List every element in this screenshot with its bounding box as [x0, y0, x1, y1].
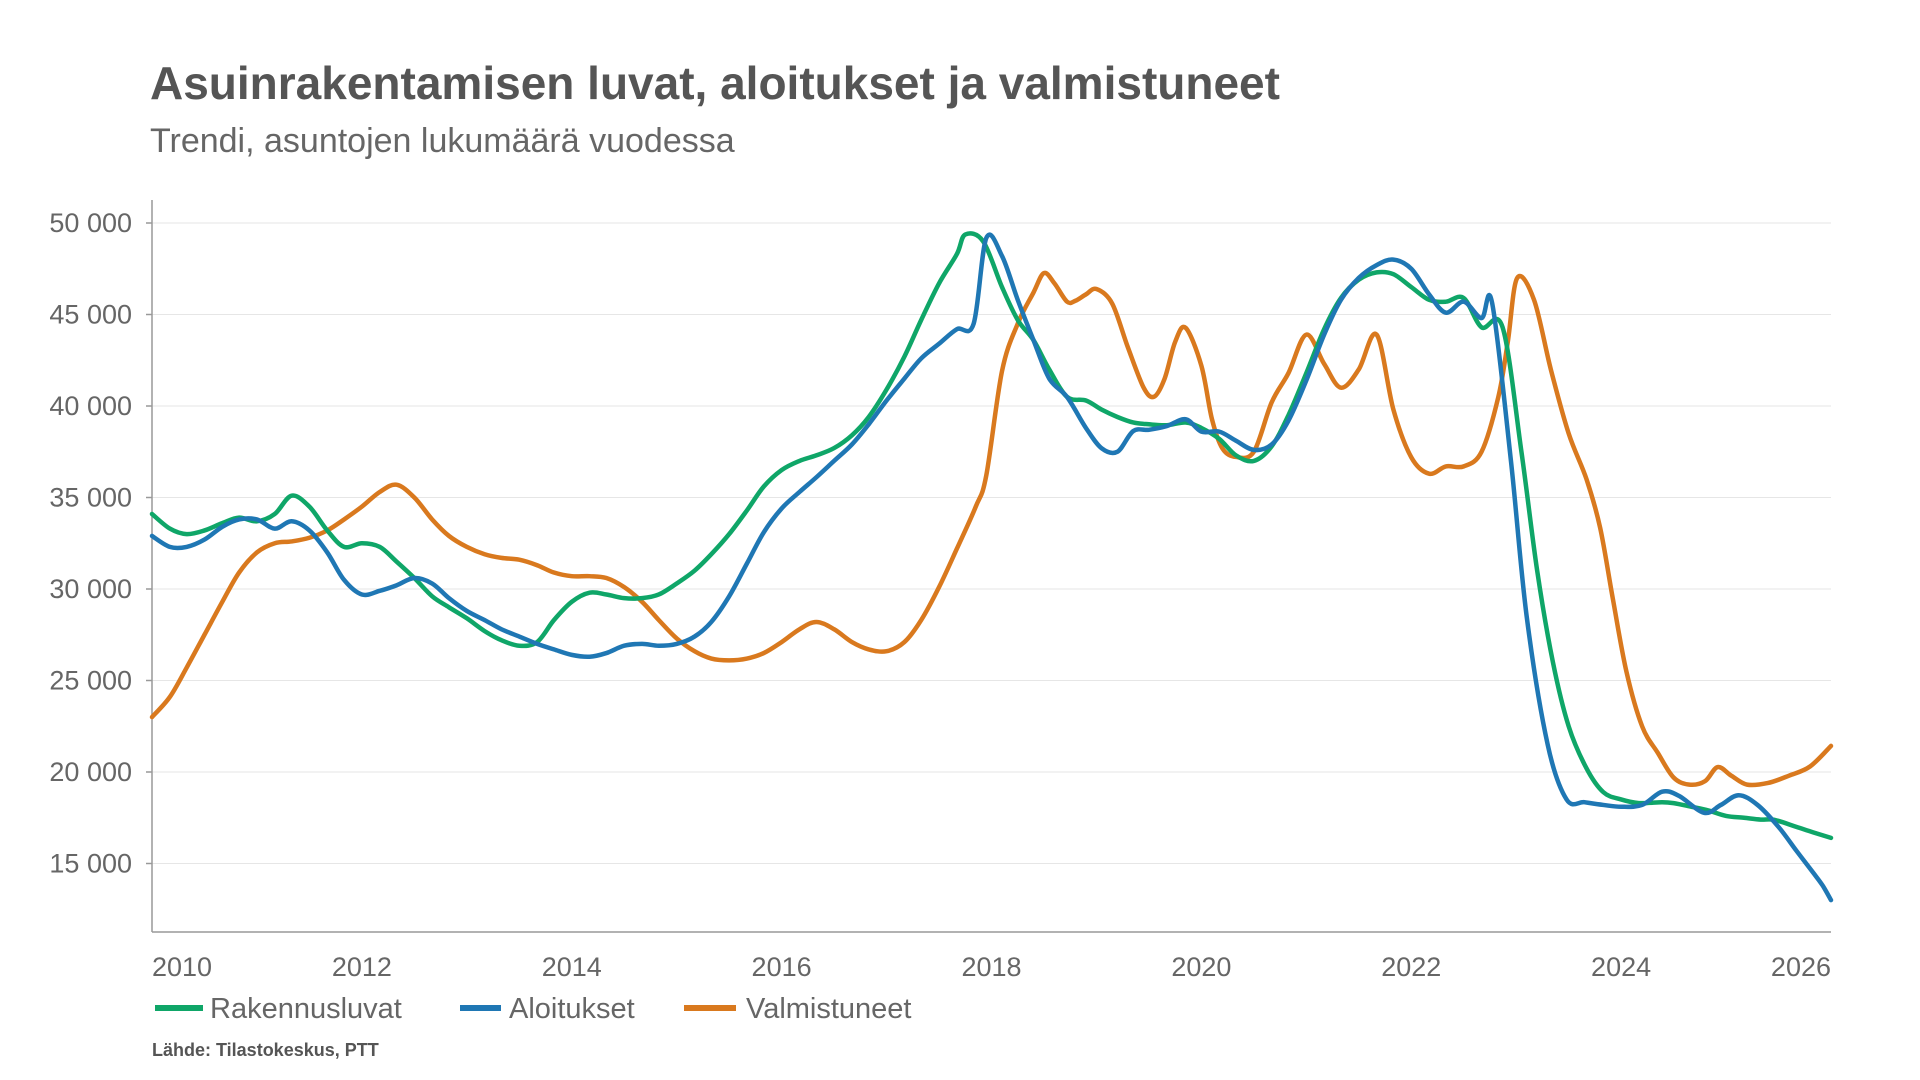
svg-text:25 000: 25 000	[49, 666, 132, 696]
svg-text:2022: 2022	[1381, 952, 1441, 982]
svg-text:45 000: 45 000	[49, 300, 132, 330]
svg-text:2016: 2016	[752, 952, 812, 982]
svg-text:2020: 2020	[1171, 952, 1231, 982]
svg-text:2024: 2024	[1591, 952, 1651, 982]
svg-text:2014: 2014	[542, 952, 602, 982]
svg-text:30 000: 30 000	[49, 574, 132, 604]
svg-text:15 000: 15 000	[49, 849, 132, 879]
svg-text:2018: 2018	[961, 952, 1021, 982]
svg-text:2012: 2012	[332, 952, 392, 982]
svg-text:2010: 2010	[152, 952, 212, 982]
svg-text:Aloitukset: Aloitukset	[509, 993, 635, 1025]
svg-text:2026: 2026	[1771, 952, 1831, 982]
svg-text:Lähde: Tilastokeskus, PTT: Lähde: Tilastokeskus, PTT	[152, 1040, 379, 1060]
svg-text:Rakennusluvat: Rakennusluvat	[210, 993, 402, 1025]
svg-text:50 000: 50 000	[49, 208, 132, 238]
svg-text:40 000: 40 000	[49, 391, 132, 421]
svg-text:Valmistuneet: Valmistuneet	[746, 993, 912, 1025]
svg-text:20 000: 20 000	[49, 757, 132, 787]
svg-text:35 000: 35 000	[49, 483, 132, 513]
